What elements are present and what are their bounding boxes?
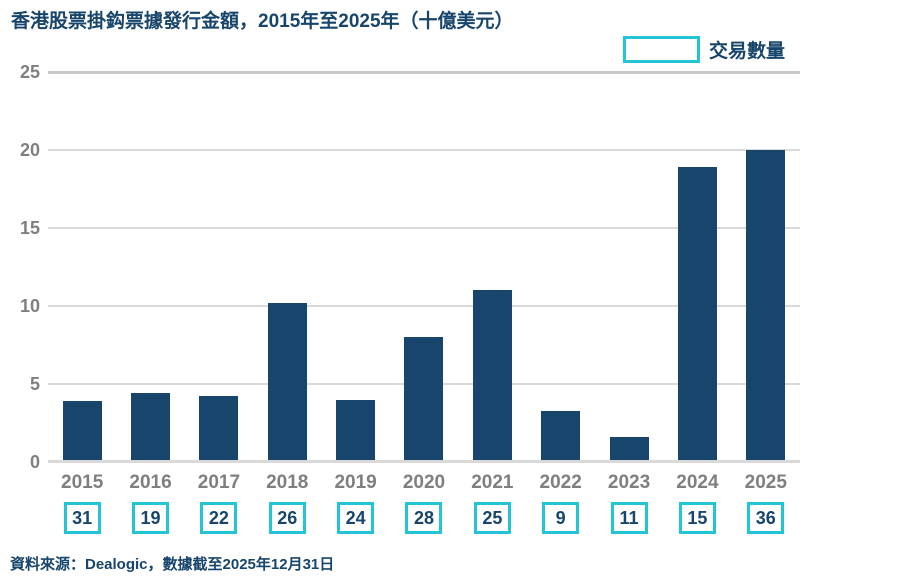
count-slot: 19	[116, 502, 184, 534]
bar	[746, 150, 786, 462]
transaction-count-box: 28	[405, 502, 443, 534]
source-note: 資料來源：Dealogic，數據截至2025年12月31日	[10, 556, 335, 573]
bar-slot	[116, 72, 184, 462]
x-axis-tick-label: 2017	[197, 472, 241, 493]
count-slot: 11	[595, 502, 663, 534]
x-axis-tick-label: 2024	[676, 472, 719, 493]
bar	[267, 302, 307, 462]
x-axis-tick-label: 2015	[61, 472, 104, 493]
legend-swatch-box	[623, 36, 700, 63]
x-axis-tick-label: 2023	[607, 472, 651, 493]
chart-title: 香港股票掛鈎票據發行金額，2015年至2025年（十億美元）	[11, 11, 514, 32]
count-slot: 24	[321, 502, 389, 534]
x-axis-tick-label: 2016	[129, 472, 172, 493]
bar	[541, 410, 581, 462]
bar-slot	[663, 72, 731, 462]
count-slot: 28	[390, 502, 458, 534]
count-boxes-row: 31 19 22 26 24 28 25 9 11 15 36	[48, 502, 800, 534]
bar	[609, 437, 649, 462]
y-axis-tick-label: 0	[29, 452, 40, 472]
transaction-count-box: 26	[268, 502, 306, 534]
transaction-count-box: 15	[678, 502, 716, 534]
legend-label: 交易數量	[709, 41, 786, 62]
transaction-count-box: 24	[337, 502, 375, 534]
bar	[336, 399, 376, 462]
y-axis-tick-label: 25	[19, 62, 40, 82]
legend: 交易數量	[623, 36, 785, 63]
gridline	[48, 460, 800, 463]
count-slot: 36	[732, 502, 800, 534]
x-axis-tick-label: 2018	[266, 472, 309, 493]
bar	[131, 393, 171, 462]
bar-slot	[732, 72, 800, 462]
bar-slot	[253, 72, 321, 462]
count-slot: 25	[458, 502, 526, 534]
y-axis-tick-label: 15	[19, 218, 40, 238]
bar	[472, 290, 512, 462]
bar-slot	[321, 72, 389, 462]
plot-area: 25 20 15 10 5 0	[20, 63, 800, 471]
bar-slot	[458, 72, 526, 462]
bar-slot	[595, 72, 663, 462]
gridline	[48, 71, 800, 74]
transaction-count-box: 19	[132, 502, 170, 534]
transaction-count-box: 11	[610, 502, 648, 534]
y-axis-tick-label: 5	[29, 374, 40, 394]
bar-slot	[390, 72, 458, 462]
x-axis-tick-label: 2020	[402, 472, 446, 493]
bar-slot	[185, 72, 253, 462]
transaction-count-box: 36	[747, 502, 785, 534]
x-axis-tick-label: 2021	[471, 472, 514, 493]
bar-slot	[48, 72, 116, 462]
transaction-count-box: 9	[542, 502, 580, 534]
transaction-count-box: 31	[63, 502, 101, 534]
y-axis-tick-label: 10	[19, 296, 40, 316]
gridline	[48, 227, 800, 229]
x-axis-tick-label: 2025	[744, 472, 787, 493]
bar	[62, 401, 102, 462]
count-slot: 31	[48, 502, 116, 534]
gridline	[48, 305, 800, 307]
count-slot: 15	[663, 502, 731, 534]
transaction-count-box: 25	[473, 502, 511, 534]
y-axis-tick-label: 20	[19, 140, 40, 160]
x-axis-tick-label: 2019	[334, 472, 377, 493]
x-axis-labels: 2015 2016 2017 2018 2019 2020 2021 2022 2023 2024…	[48, 472, 800, 494]
bar	[199, 396, 239, 462]
count-slot: 9	[527, 502, 595, 534]
bar	[677, 167, 717, 462]
count-slot: 22	[185, 502, 253, 534]
gridline	[48, 149, 800, 151]
count-slot: 26	[253, 502, 321, 534]
transaction-count-box: 22	[200, 502, 238, 534]
bar-slot	[527, 72, 595, 462]
bars-row	[48, 72, 800, 462]
bar	[404, 337, 444, 462]
x-axis-tick-label: 2022	[539, 472, 582, 493]
